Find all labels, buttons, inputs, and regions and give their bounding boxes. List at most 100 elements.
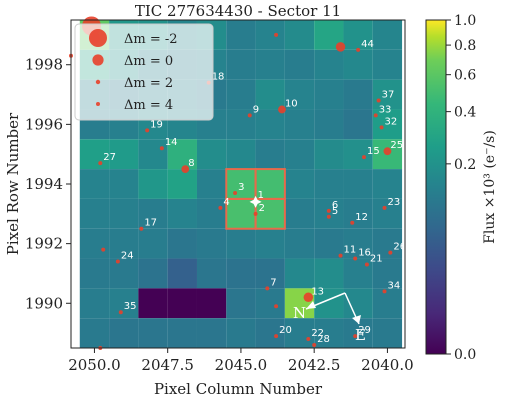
star-label: 25	[390, 140, 403, 151]
heatmap-cell	[138, 258, 168, 289]
heatmap-cell	[372, 169, 403, 199]
legend-label: Δm = 2	[124, 76, 173, 91]
heatmap-cell	[255, 288, 285, 319]
compass-north-head	[306, 301, 316, 309]
star-label: 12	[355, 212, 368, 223]
star-marker	[101, 247, 106, 252]
heatmap-cell	[109, 318, 139, 348]
heatmap-cell	[343, 198, 373, 229]
target-label: 1	[258, 190, 264, 201]
heatmap-cell	[167, 198, 197, 229]
star-label: 22	[311, 328, 324, 339]
x-tick-label: 2050.0	[68, 356, 121, 374]
star-label: 24	[121, 251, 134, 262]
heatmap-cell	[314, 228, 344, 259]
star-marker	[382, 205, 387, 210]
star-marker	[181, 165, 190, 173]
star-marker	[274, 304, 279, 309]
star-marker	[145, 128, 150, 133]
chart-title: TIC 277634430 - Sector 11	[135, 2, 341, 20]
star-label: 29	[358, 325, 371, 336]
legend-marker	[95, 79, 101, 85]
x-tick-label: 2045.0	[215, 356, 268, 374]
heatmap-cell	[255, 109, 285, 140]
star-marker	[326, 214, 331, 219]
heatmap-cell	[109, 288, 139, 319]
heatmap-cell	[167, 288, 197, 319]
star-marker	[350, 220, 355, 225]
heatmap-cell	[226, 139, 256, 170]
heatmap-cell	[314, 79, 344, 110]
heatmap-cell	[284, 79, 315, 110]
star-marker	[356, 47, 361, 52]
star-label: 9	[253, 104, 259, 115]
star-marker	[159, 146, 164, 151]
heatmap-cell	[138, 318, 168, 348]
star-marker	[326, 208, 331, 213]
heatmap-cell	[314, 139, 344, 170]
star-marker	[274, 334, 279, 339]
star-marker	[233, 190, 238, 195]
x-tick-label: 2042.5	[288, 356, 341, 374]
heatmap-cell	[226, 318, 256, 348]
colorbar	[425, 19, 447, 355]
heatmap-cell	[284, 258, 315, 289]
colorbar-tick-label: 0.0	[454, 347, 476, 363]
star-marker	[98, 161, 103, 166]
heatmap-cell	[255, 139, 285, 170]
heatmap-cell	[343, 139, 373, 170]
heatmap-cell	[343, 20, 373, 50]
heatmap-cell	[226, 20, 256, 50]
star-marker	[379, 125, 384, 130]
colorbar-tick-label: 0.2	[454, 157, 476, 173]
heatmap-cell	[314, 258, 344, 289]
star-label: 11	[344, 245, 357, 256]
star-label: 33	[379, 104, 392, 115]
legend-marker	[96, 102, 100, 106]
x-axis-label: Pixel Column Number	[154, 380, 323, 398]
heatmap-cell	[79, 169, 110, 199]
heatmap-cell	[167, 318, 197, 348]
legend-box	[74, 23, 214, 121]
heatmap-cell	[226, 198, 256, 229]
heatmap-cell	[226, 258, 256, 289]
legend-label: Δm = 0	[124, 54, 173, 69]
heatmap-cell	[79, 228, 110, 259]
legend-marker	[89, 29, 107, 47]
target-star-marker	[249, 195, 262, 208]
star-marker	[306, 337, 311, 342]
y-tick-label: 1994	[25, 175, 63, 193]
colorbar-ticks: 0.0 0.2 0.4 0.6 0.8 1.0	[446, 13, 476, 363]
heatmap-cell	[255, 198, 285, 229]
star-marker	[274, 32, 279, 37]
heatmap-cell	[255, 79, 285, 110]
heatmap-cell	[255, 20, 285, 50]
heatmap-cell	[138, 169, 168, 199]
star-label: 35	[124, 301, 137, 312]
y-tick-label: 1998	[25, 56, 63, 74]
heatmap-cell	[196, 318, 227, 348]
star-label: 27	[103, 152, 116, 163]
heatmap-cell	[284, 169, 315, 199]
star-label: 34	[387, 280, 400, 291]
heatmap-cell	[109, 169, 139, 199]
star-marker	[312, 343, 317, 348]
heatmap-cell	[79, 288, 110, 319]
star-label: 23	[387, 197, 400, 208]
heatmap-cell	[109, 198, 139, 229]
star-marker	[382, 289, 387, 294]
star-label: 8	[188, 158, 194, 169]
star-marker	[253, 211, 258, 216]
heatmap-cell	[79, 198, 110, 229]
heatmap-cell	[255, 169, 285, 199]
star-label: 10	[285, 98, 298, 109]
heatmap-cell	[138, 139, 168, 170]
heatmap-cell	[343, 288, 373, 319]
heatmap-cell	[284, 49, 315, 80]
legend-marker	[92, 54, 104, 66]
heatmap-cell	[196, 288, 227, 319]
star-marker	[353, 334, 358, 339]
star-marker	[218, 205, 223, 210]
heatmap-cell	[255, 49, 285, 80]
